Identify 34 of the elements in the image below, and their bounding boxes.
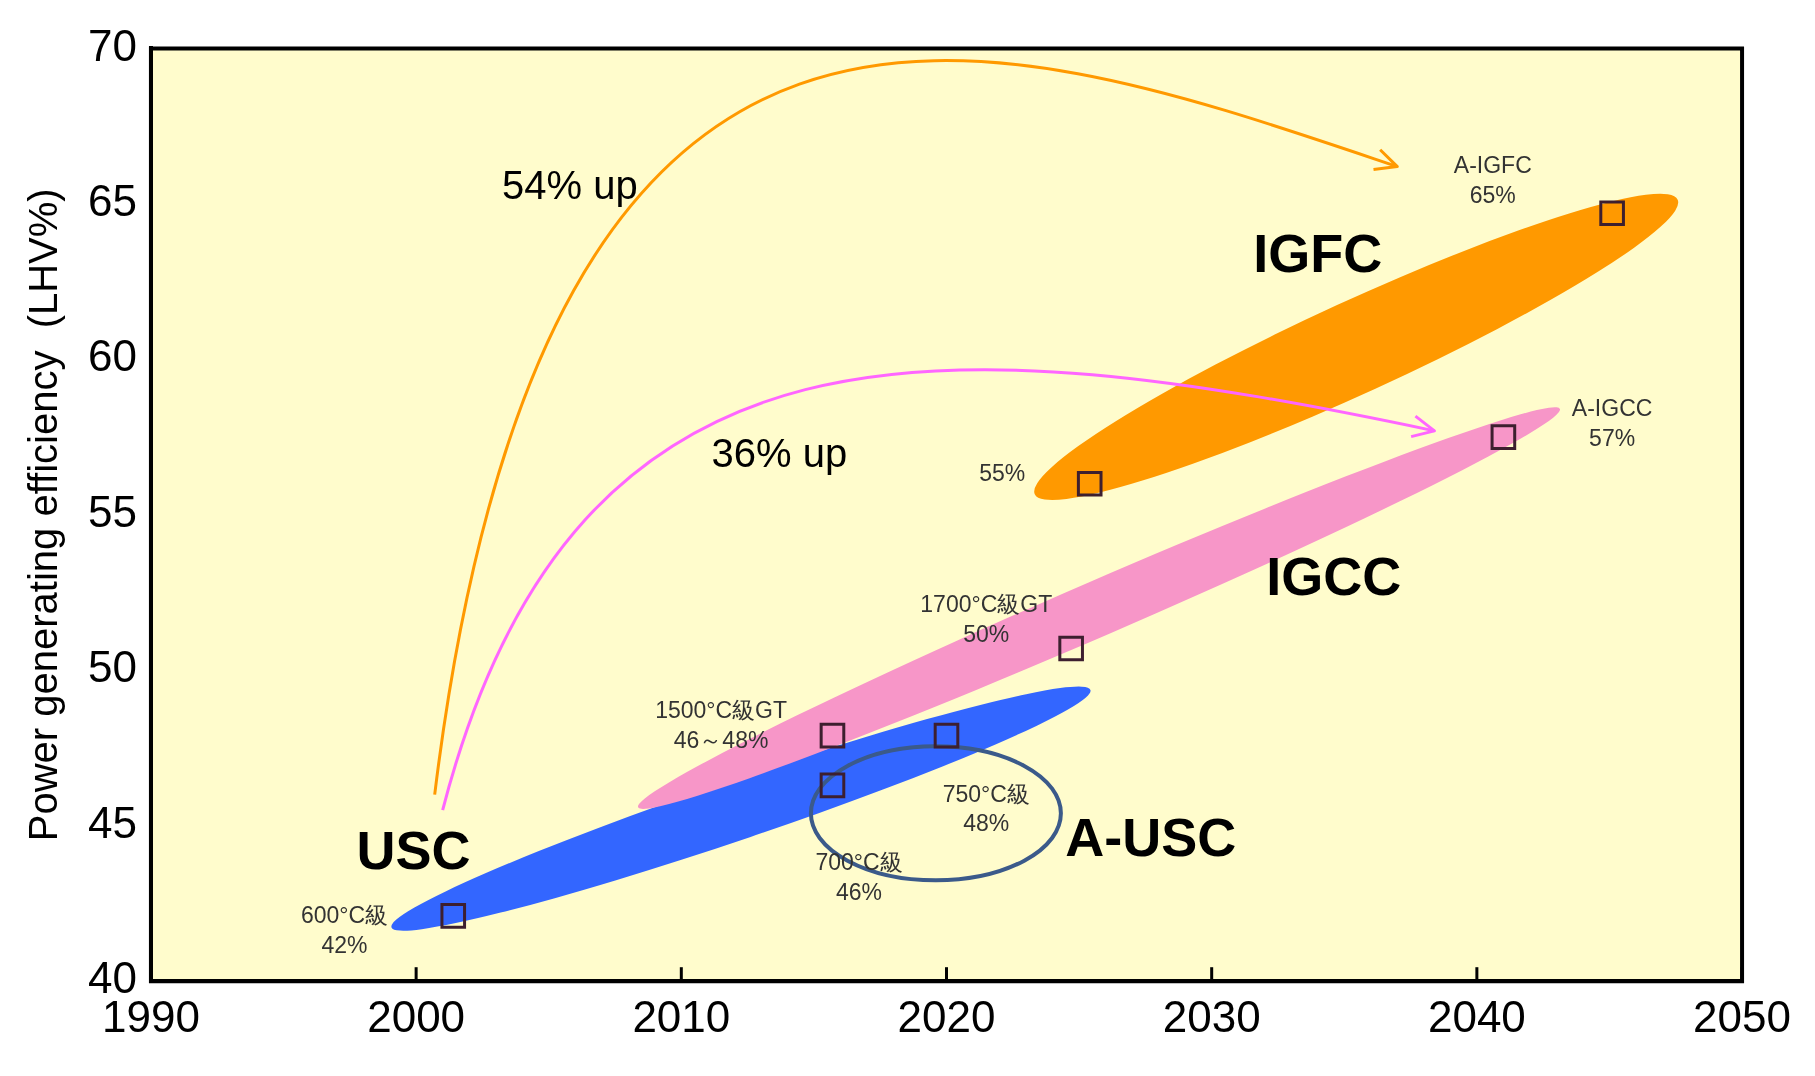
annotation: 36% up (711, 430, 848, 475)
x-tick-label: 2030 (1162, 991, 1261, 1041)
point (933, 722, 960, 749)
point (440, 903, 467, 929)
annotation: 54% up (502, 163, 638, 208)
point (819, 722, 846, 749)
annotation: IGCC (1266, 545, 1402, 606)
annotation: 1500°C級GT 46～48% (655, 696, 788, 753)
x-tick-label: 2020 (897, 991, 996, 1041)
annotation: A-USC (1065, 807, 1237, 868)
annotation: 750°C級 48% (942, 780, 1030, 837)
annotation: 55% (979, 459, 1026, 486)
y-tick-label: 50 (87, 642, 137, 692)
y-tick-label: 60 (87, 331, 137, 381)
annotation: 1700°C級GT 50% (920, 590, 1053, 647)
y-tick-label: 55 (87, 486, 137, 536)
annotation: A-IGFC 65% (1453, 152, 1532, 209)
y-tick-label: 45 (87, 797, 137, 847)
y-tick-label: 65 (87, 176, 137, 226)
annotation: A-IGCC 57% (1571, 395, 1653, 451)
y-tick-label: 70 (87, 20, 137, 70)
point (1076, 470, 1103, 497)
x-tick-label: 2000 (367, 991, 466, 1041)
x-tick-label: 2040 (1427, 991, 1526, 1041)
point (1490, 424, 1517, 450)
y-axis-title: Power generating efficiency (LHV%) (21, 188, 66, 842)
x-tick-label: 2010 (632, 991, 731, 1041)
annotation: USC (356, 819, 471, 880)
point (1599, 200, 1625, 227)
annotation: IGFC (1253, 222, 1383, 283)
annotation: 600°C級 42% (300, 901, 389, 958)
point (1058, 635, 1084, 662)
x-tick-label: 2050 (1693, 991, 1791, 1041)
point (819, 772, 846, 799)
